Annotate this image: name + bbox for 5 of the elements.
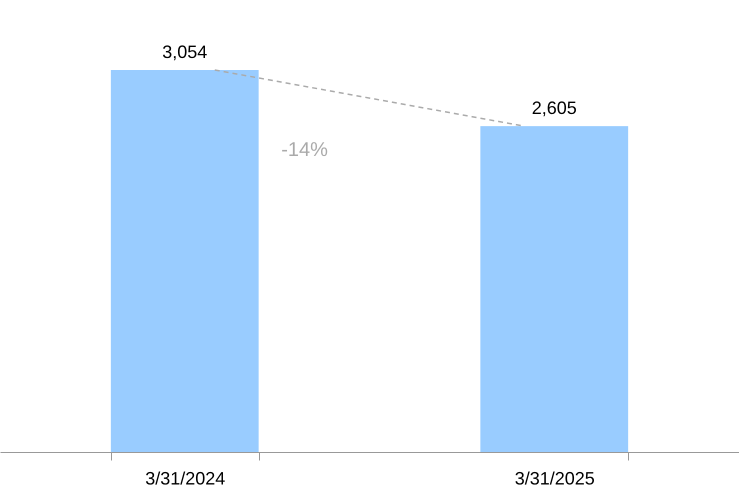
data-label: 2,605	[532, 98, 577, 118]
annotation: -14%	[281, 139, 328, 162]
data-label: 3,054	[162, 42, 208, 62]
x-tick-label: 3/31/2025	[514, 468, 595, 488]
x-tick-label: 3/31/2024	[145, 468, 226, 488]
